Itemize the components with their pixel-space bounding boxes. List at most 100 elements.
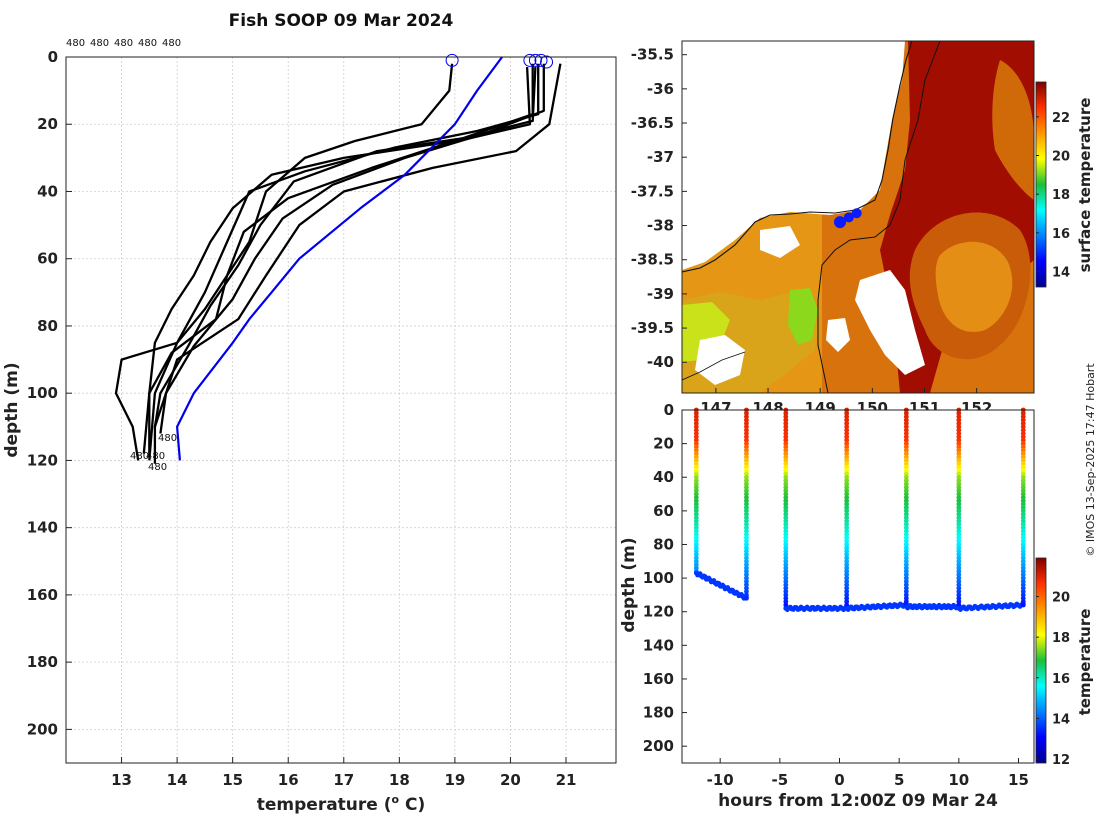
map-frame: [681, 40, 1035, 394]
cast-point: [744, 421, 749, 426]
cast-point: [783, 518, 789, 524]
cast-point: [1020, 528, 1026, 534]
cast-point: [1020, 518, 1026, 524]
cast-point: [844, 464, 850, 470]
cast-point: [844, 414, 850, 420]
cast-point: [1020, 437, 1026, 443]
cast-point: [956, 589, 962, 594]
cast-point: [693, 447, 699, 453]
cast-point: [956, 498, 962, 504]
cast-point: [693, 427, 699, 433]
surface-marker: [528, 53, 542, 67]
cast-point: [744, 565, 749, 571]
cast-point: [744, 471, 749, 477]
y-tick-label: 100: [27, 384, 58, 402]
cast-point: [844, 498, 850, 504]
surface-marker: [540, 55, 554, 69]
depth-axes-bg: [682, 410, 1034, 763]
cast-point: [1020, 464, 1026, 470]
cast-point: [903, 562, 909, 568]
cast-point: [956, 471, 962, 477]
cast-point: [1020, 431, 1026, 436]
map-lat-label: -37: [647, 148, 674, 166]
cast-point: [693, 531, 699, 537]
cast-point: [903, 447, 909, 453]
cast-point: [783, 515, 789, 520]
cast-point: [783, 568, 789, 574]
cast-point: [744, 481, 749, 487]
cast-point: [693, 498, 699, 504]
y-tick-label: 80: [37, 317, 58, 335]
cast-point: [844, 431, 850, 436]
cast-point: [1020, 421, 1026, 426]
y-tick-label: 140: [27, 519, 58, 537]
cast-point: [844, 545, 850, 551]
cast-point: [903, 458, 909, 463]
cast-point: [693, 451, 699, 457]
map-land-vic: [682, 41, 905, 270]
isobath: [817, 41, 941, 393]
cast-point: [903, 417, 909, 423]
cast-point: [693, 548, 699, 554]
cast-point: [956, 535, 962, 541]
cast-point: [956, 572, 962, 578]
cast-point: [744, 505, 749, 510]
map-lat-label: -36.5: [631, 114, 674, 132]
end-label: 480: [158, 433, 177, 444]
cast-point: [844, 565, 850, 571]
map-lat-label: -39.5: [631, 319, 674, 337]
map-lat-label: -35.5: [631, 46, 674, 64]
cast-point: [783, 447, 789, 453]
x-tick-label: 19: [444, 771, 465, 789]
temp-colorbar-label-tick: 12: [1052, 753, 1070, 768]
cast-point: [783, 595, 789, 601]
cast-point: [744, 461, 749, 467]
cast-point: [1020, 454, 1026, 460]
map-colorbar-label-tick: 14: [1052, 266, 1070, 281]
map-lat-label: -40: [647, 353, 674, 371]
cast-point: [1020, 444, 1026, 450]
cast-point: [1020, 427, 1026, 433]
cast-point: [693, 555, 699, 561]
cast-point: [903, 531, 909, 537]
cast-point: [903, 508, 909, 514]
cast-point: [783, 528, 789, 534]
cast-point: [693, 501, 699, 507]
cast-point: [693, 484, 699, 490]
cast-point: [693, 468, 699, 473]
cast-point: [783, 575, 789, 581]
cast-point: [903, 431, 909, 436]
cast-point: [903, 488, 909, 494]
temp-colorbar-frame: [1035, 557, 1047, 764]
cast-point: [783, 461, 789, 467]
cast-point: [956, 468, 962, 473]
cast-point: [844, 471, 850, 477]
cast-point: [744, 498, 749, 504]
cast-point: [1020, 572, 1026, 578]
track-point: [843, 212, 854, 223]
cast-point: [1020, 552, 1026, 557]
top-label: 480: [66, 38, 85, 49]
depth-y-label: 80: [653, 535, 674, 553]
cast-point: [844, 444, 850, 450]
cast-point: [844, 478, 850, 483]
cast-point: [1020, 511, 1026, 517]
depth-x-label: -10: [707, 771, 734, 789]
xlabel-end: C): [399, 795, 425, 815]
cast-point: [844, 595, 850, 601]
cast-point: [783, 458, 789, 463]
cast-point: [956, 481, 962, 487]
cast-point: [783, 484, 789, 490]
temp-colorbar-label-tick: 14: [1052, 712, 1070, 727]
cast-point: [783, 558, 789, 564]
depth-y-label: 120: [643, 603, 674, 621]
depth-y-label: 0: [664, 401, 674, 419]
cast-point: [844, 474, 850, 480]
cast-point: [844, 437, 850, 443]
cast-point: [783, 602, 789, 608]
cast-point: [956, 458, 962, 463]
cast-point: [903, 451, 909, 457]
cast-point: [1020, 474, 1026, 480]
cast-point: [956, 592, 962, 598]
cast-point: [783, 599, 789, 605]
